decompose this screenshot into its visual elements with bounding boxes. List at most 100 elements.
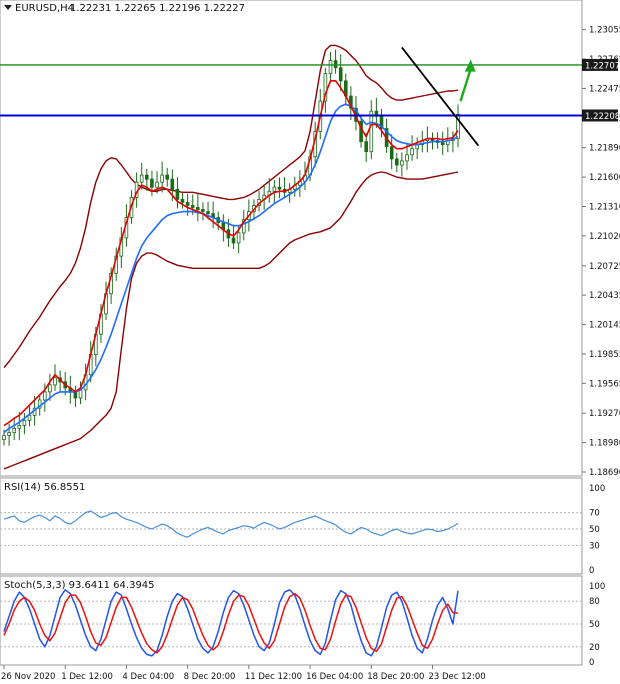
- price-tick-label: 1.21600: [589, 173, 620, 183]
- stochastic-series: [3, 589, 459, 657]
- time-tick-label: 16 Dec 04:00: [306, 672, 363, 682]
- candle-body: [180, 198, 185, 203]
- candle-body: [73, 391, 78, 399]
- symbol-label: EURUSD,H4: [15, 3, 74, 14]
- candle-body: [201, 209, 205, 212]
- price-tick-label: 1.18980: [589, 439, 620, 449]
- rsi-title: RSI(14) 56.8551: [4, 482, 85, 493]
- time-tick-label: 23 Dec 12:00: [428, 672, 485, 682]
- price-tick-label: 1.20725: [589, 262, 620, 272]
- rsi-tick-label: 100: [589, 484, 605, 494]
- candle-body: [440, 142, 445, 146]
- rsi-level-lines: [0, 512, 582, 546]
- candle-body: [150, 178, 154, 188]
- candle-body: [165, 174, 170, 180]
- rsi-tick-label: 70: [589, 509, 600, 519]
- price-tick-label: 1.19270: [589, 409, 620, 419]
- time-tick-label: 18 Dec 20:00: [367, 672, 424, 682]
- candle-body: [12, 427, 17, 433]
- candle-body: [175, 188, 180, 200]
- price-axis: 1.230551.227651.224751.221851.218901.216…: [582, 26, 620, 478]
- rsi-tick-label: 0: [589, 566, 594, 576]
- red-moving-average-line: [3, 80, 459, 427]
- stochastic-title: Stoch(5,3,3) 93.6411 64.3945: [4, 580, 155, 591]
- bollinger-bands: [3, 44, 459, 470]
- candle-body: [48, 384, 52, 393]
- candle-body: [364, 141, 368, 153]
- rsi-axis: 100 70 50 30 0: [589, 484, 605, 576]
- candle-body: [338, 67, 343, 82]
- arrow-shaft: [459, 68, 472, 102]
- candle-body: [190, 205, 195, 208]
- candle-body: [405, 154, 409, 162]
- candle-body: [139, 174, 144, 183]
- candle-body: [236, 232, 241, 244]
- candle-body: [27, 414, 32, 421]
- price-tick-label: 1.22475: [589, 84, 620, 94]
- candle-body: [394, 158, 399, 166]
- time-tick-label: 1 Dec 12:00: [61, 672, 113, 682]
- candle-body: [17, 424, 22, 429]
- rsi-panel: [0, 477, 583, 575]
- price-tick-label: 1.20435: [589, 291, 620, 301]
- trendline: [401, 46, 480, 147]
- ohlc-values: 1.22231 1.22265 1.22196 1.22227: [70, 3, 245, 14]
- candle-body: [144, 174, 149, 180]
- moving-averages: [3, 80, 459, 434]
- stochastic-tick-label: 20: [589, 643, 600, 653]
- candle-body: [400, 160, 404, 166]
- price-tick-label: 1.19565: [589, 379, 620, 389]
- time-tick-label: 4 Dec 04:00: [122, 672, 174, 682]
- candle-body: [206, 211, 210, 215]
- candle-body: [410, 148, 414, 156]
- candle-body: [43, 391, 47, 401]
- price-tick-label: 1.21310: [589, 202, 620, 212]
- candle-body: [277, 186, 282, 190]
- price-level-lines: [0, 64, 582, 117]
- stochastic-tick-label: 100: [589, 582, 605, 592]
- candle-body: [2, 435, 6, 440]
- stochastic-main-line: [3, 589, 459, 657]
- candle-body: [231, 237, 236, 244]
- time-axis: 26 Nov 2020 1 Dec 12:00 4 Dec 04:00 8 Dec 2…: [1, 665, 486, 682]
- price-tag-label: 1.22707: [585, 61, 620, 71]
- candle-body: [241, 219, 246, 234]
- stochastic-tick-label: 80: [589, 597, 600, 607]
- candle-body: [333, 60, 338, 69]
- candle-body: [22, 419, 27, 426]
- main-price-panel: [0, 0, 583, 477]
- rsi-line: [3, 510, 459, 538]
- candle-body: [328, 60, 333, 75]
- candle-body: [195, 207, 200, 210]
- bollinger-lower-line: [3, 171, 459, 470]
- rsi-tick-label: 50: [589, 525, 600, 535]
- candle-body: [160, 174, 164, 183]
- time-tick-label: 11 Dec 12:00: [245, 672, 302, 682]
- candle-body: [155, 181, 159, 188]
- candle-body: [53, 377, 57, 386]
- price-tick-label: 1.18690: [589, 468, 620, 478]
- stochastic-signal-line: [3, 592, 459, 654]
- candle-body: [389, 146, 394, 160]
- time-tick-label: 8 Dec 20:00: [184, 672, 236, 682]
- bollinger-upper-line: [3, 44, 459, 369]
- blue-moving-average-line: [3, 103, 459, 434]
- dropdown-triangle-icon[interactable]: [4, 5, 12, 10]
- stochastic-axis: 100 80 50 20 0: [589, 582, 605, 668]
- price-tag-label: 1.22208: [585, 112, 620, 122]
- rsi-series: [3, 510, 459, 538]
- price-tick-label: 1.19855: [589, 350, 620, 360]
- candle-body: [7, 432, 11, 436]
- candle-body: [456, 113, 460, 140]
- candle-body: [185, 201, 190, 206]
- arrow-head-icon: [464, 59, 476, 72]
- stochastic-tick-label: 0: [589, 658, 594, 668]
- price-tick-label: 1.23055: [589, 26, 620, 36]
- candle-body: [272, 186, 277, 192]
- trendline-and-arrow: [401, 46, 480, 147]
- price-tag-background: [582, 109, 618, 122]
- price-tick-label: 1.21020: [589, 232, 620, 242]
- candle-body: [170, 178, 175, 190]
- rsi-tick-label: 30: [589, 541, 600, 551]
